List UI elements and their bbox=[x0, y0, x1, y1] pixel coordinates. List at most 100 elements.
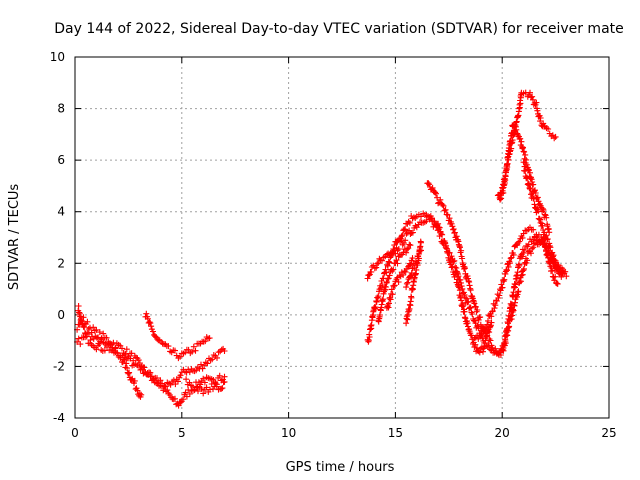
data-point bbox=[162, 383, 169, 390]
data-point bbox=[525, 241, 532, 248]
data-point bbox=[403, 249, 410, 256]
data-point bbox=[219, 385, 226, 392]
data-point bbox=[489, 344, 496, 351]
data-point bbox=[394, 247, 401, 254]
data-point bbox=[393, 257, 400, 264]
data-point bbox=[472, 303, 479, 310]
data-point bbox=[499, 185, 506, 192]
data-point bbox=[562, 268, 569, 275]
data-point bbox=[374, 260, 381, 267]
data-point bbox=[157, 377, 164, 384]
data-point bbox=[521, 163, 528, 170]
data-point bbox=[143, 310, 150, 317]
data-point bbox=[526, 185, 533, 191]
data-point bbox=[383, 279, 390, 285]
data-point bbox=[486, 329, 493, 336]
data-point bbox=[390, 246, 397, 252]
data-point bbox=[134, 387, 141, 394]
data-point bbox=[114, 349, 121, 356]
data-point bbox=[483, 324, 490, 331]
data-point bbox=[516, 238, 523, 245]
data-point bbox=[377, 284, 384, 291]
data-point bbox=[521, 148, 528, 155]
data-point bbox=[182, 389, 189, 396]
data-point bbox=[461, 265, 468, 272]
y-tick-label: 0 bbox=[57, 308, 65, 322]
data-point bbox=[214, 354, 220, 361]
data-point bbox=[423, 218, 430, 225]
data-point bbox=[527, 89, 533, 96]
data-point bbox=[538, 236, 545, 243]
data-point bbox=[394, 260, 401, 267]
data-point bbox=[472, 341, 479, 348]
data-point bbox=[475, 335, 482, 342]
data-point bbox=[492, 302, 499, 309]
data-point bbox=[516, 262, 523, 269]
data-point bbox=[177, 353, 184, 360]
data-point bbox=[457, 244, 463, 251]
data-point bbox=[93, 346, 100, 353]
data-point bbox=[474, 332, 480, 339]
data-point bbox=[387, 296, 394, 303]
data-point bbox=[487, 337, 494, 344]
data-point bbox=[458, 247, 465, 254]
data-point bbox=[411, 264, 418, 271]
data-point bbox=[407, 242, 414, 249]
data-point bbox=[200, 390, 207, 397]
data-point bbox=[436, 233, 443, 240]
data-point bbox=[550, 252, 557, 259]
data-point bbox=[459, 285, 466, 292]
x-tick-label: 5 bbox=[178, 426, 186, 440]
data-point bbox=[208, 381, 215, 387]
data-point bbox=[443, 242, 450, 249]
chart-title: Day 144 of 2022, Sidereal Day-to-day VTE… bbox=[54, 21, 624, 37]
data-point bbox=[498, 195, 505, 202]
data-point bbox=[546, 242, 553, 249]
data-point bbox=[204, 360, 211, 367]
data-point bbox=[147, 320, 154, 327]
data-point bbox=[442, 239, 449, 246]
data-point bbox=[506, 323, 513, 330]
data-point bbox=[529, 189, 536, 196]
data-point bbox=[177, 399, 184, 406]
data-point bbox=[444, 246, 450, 252]
x-tick-label: 25 bbox=[601, 426, 616, 440]
data-point bbox=[84, 318, 91, 325]
data-point bbox=[510, 121, 517, 128]
data-point bbox=[537, 216, 543, 223]
data-point bbox=[213, 381, 220, 388]
data-point bbox=[386, 259, 393, 266]
y-tick-label: 8 bbox=[57, 102, 65, 116]
data-point bbox=[98, 335, 105, 342]
data-point bbox=[517, 278, 524, 285]
data-point bbox=[524, 257, 531, 264]
data-point bbox=[389, 291, 396, 298]
y-tick-label: 4 bbox=[57, 205, 65, 219]
data-point bbox=[385, 275, 392, 282]
data-point bbox=[407, 273, 414, 280]
data-point bbox=[400, 272, 407, 278]
data-point bbox=[501, 276, 508, 283]
data-point bbox=[75, 335, 82, 342]
data-point bbox=[189, 348, 196, 355]
data-point bbox=[521, 265, 527, 272]
data-point bbox=[461, 308, 468, 315]
data-point bbox=[513, 126, 520, 133]
data-point bbox=[154, 375, 160, 382]
data-point bbox=[471, 300, 478, 307]
data-point bbox=[402, 226, 409, 233]
data-point bbox=[364, 275, 371, 282]
data-point bbox=[539, 222, 546, 229]
data-point bbox=[136, 360, 143, 366]
data-point bbox=[440, 202, 447, 209]
data-point bbox=[518, 272, 525, 279]
data-point bbox=[186, 391, 193, 397]
y-tick-label: -4 bbox=[53, 411, 65, 425]
data-point bbox=[418, 239, 424, 246]
data-point bbox=[432, 189, 439, 196]
x-axis-label: GPS time / hours bbox=[286, 460, 395, 475]
data-point bbox=[521, 247, 528, 253]
data-point bbox=[488, 313, 495, 320]
data-point bbox=[496, 292, 503, 299]
x-tick-label: 20 bbox=[495, 426, 510, 440]
